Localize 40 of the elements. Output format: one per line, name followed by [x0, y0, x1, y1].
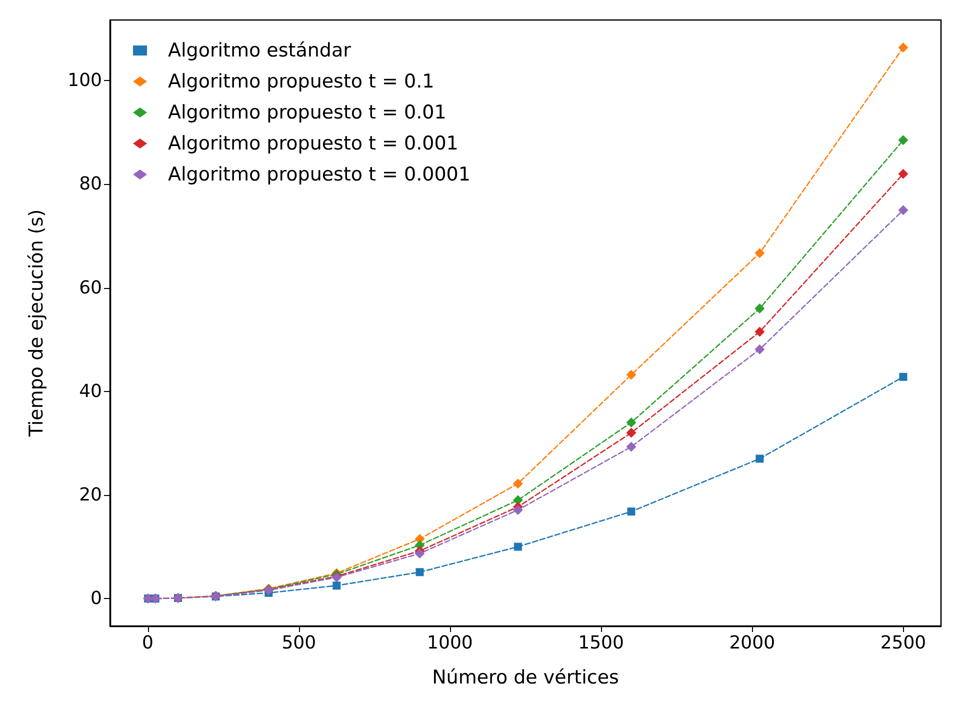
- y-tick-label: 20: [79, 484, 102, 506]
- legend-label: Algoritmo propuesto t = 0.1: [168, 70, 434, 92]
- x-tick-label: 2500: [880, 632, 926, 654]
- point: [514, 542, 522, 551]
- x-tick-label: 2000: [729, 632, 776, 654]
- point: [626, 442, 636, 452]
- x-tick-label: 1500: [578, 632, 624, 654]
- point: [416, 568, 424, 576]
- point: [754, 326, 765, 337]
- y-tick-label: 60: [79, 277, 102, 298]
- point: [898, 205, 908, 216]
- point: [512, 504, 523, 515]
- legend-label: Algoritmo propuesto t = 0.0001: [168, 164, 470, 186]
- y-tick-label: 40: [79, 380, 102, 402]
- point: [754, 344, 765, 354]
- point: [627, 508, 636, 516]
- legend-label: Algoritmo propuesto t = 0.01: [168, 102, 446, 124]
- point: [899, 372, 908, 381]
- y-tick-label: 100: [68, 70, 102, 92]
- point: [626, 417, 636, 428]
- point: [512, 478, 523, 489]
- y-tick-label: 80: [79, 174, 102, 195]
- point: [332, 582, 341, 590]
- x-tick-label: 0: [142, 632, 154, 654]
- point: [756, 454, 764, 463]
- legend-label: Algoritmo estándar: [168, 40, 352, 62]
- y-axis-title: Tiempo de ejecución (s): [26, 209, 48, 438]
- point: [898, 135, 908, 146]
- point: [754, 303, 765, 314]
- point: [414, 548, 425, 558]
- y-tick-label: 0: [90, 588, 102, 610]
- x-tick-label: 500: [282, 632, 316, 654]
- x-tick-label: 1000: [427, 632, 473, 654]
- x-axis-title: Número de vértices: [432, 666, 619, 688]
- point: [898, 168, 908, 179]
- legend-label: Algoritmo propuesto t = 0.001: [168, 132, 458, 154]
- point: [754, 248, 765, 258]
- point: [626, 370, 636, 380]
- point: [626, 428, 636, 438]
- point: [898, 42, 908, 52]
